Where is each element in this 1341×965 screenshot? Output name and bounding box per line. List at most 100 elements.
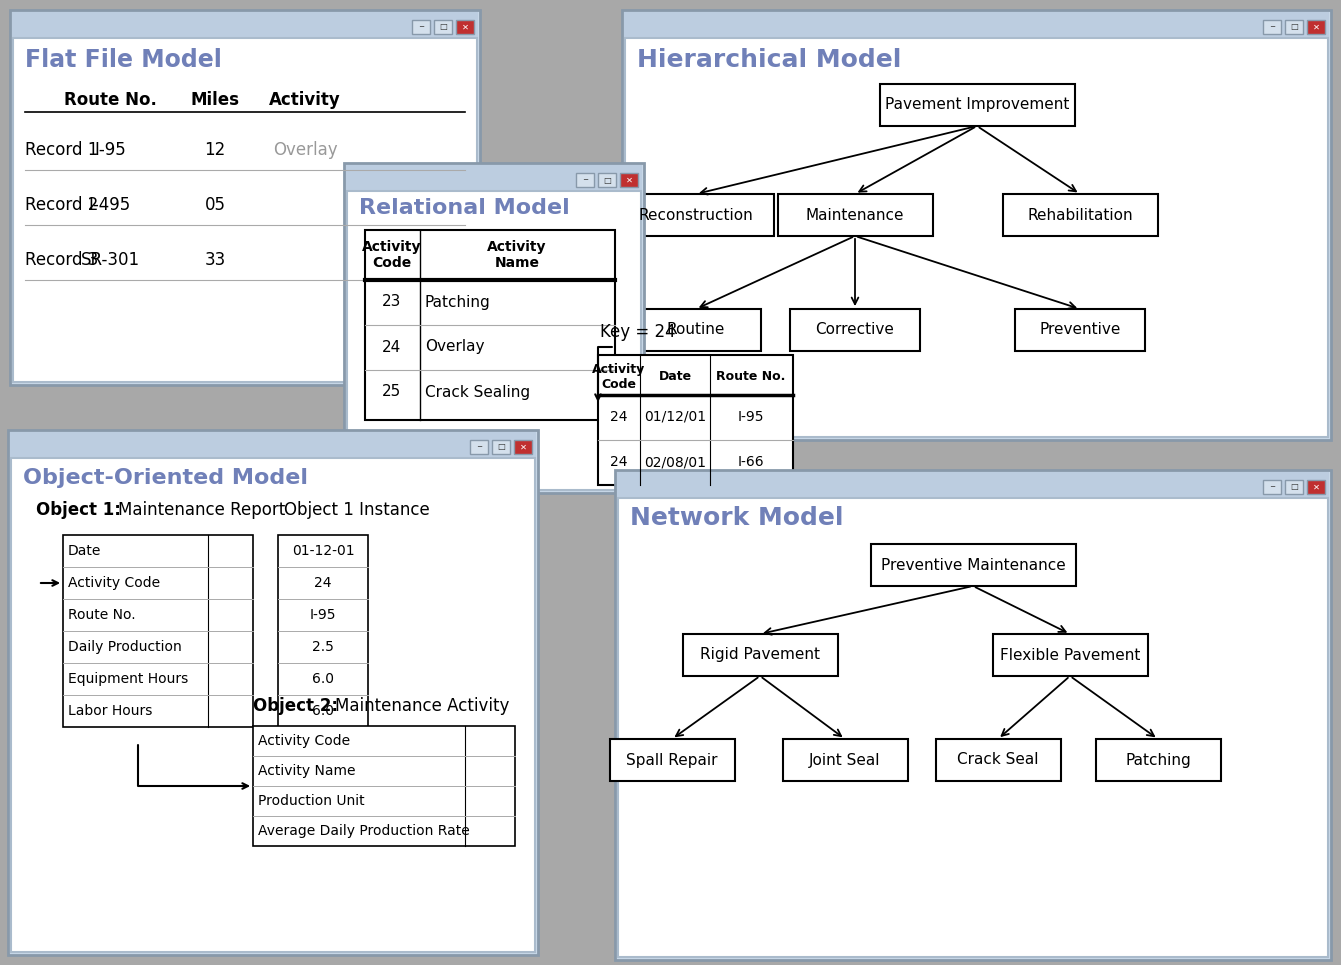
Text: Overlay: Overlay [272, 141, 338, 159]
Text: Spall Repair: Spall Repair [626, 753, 717, 767]
Text: I-495: I-495 [89, 196, 131, 214]
Text: Key = 24: Key = 24 [599, 323, 676, 341]
Text: Flat File Model: Flat File Model [25, 48, 221, 72]
Text: 6.0: 6.0 [312, 672, 334, 686]
Text: ✕: ✕ [625, 176, 633, 184]
Bar [12, 12, 477, 38]
Text: 01/12/01: 01/12/01 [644, 410, 707, 424]
Text: Date: Date [68, 544, 102, 558]
Text: 25: 25 [382, 384, 401, 400]
Text: Record 3: Record 3 [25, 251, 99, 269]
Bar [620, 194, 774, 236]
Text: 33: 33 [204, 251, 225, 269]
Text: Patching: Patching [425, 294, 491, 310]
Text: Record 2: Record 2 [25, 196, 99, 214]
Text: I-95: I-95 [310, 608, 337, 622]
Text: □: □ [439, 22, 447, 32]
FancyBboxPatch shape [616, 470, 1332, 960]
Bar [872, 544, 1075, 586]
Text: Flexible Pavement: Flexible Pavement [1000, 648, 1140, 663]
Text: Rigid Pavement: Rigid Pavement [700, 648, 819, 663]
Text: Hierarchical Model: Hierarchical Model [637, 48, 901, 72]
Bar [1096, 739, 1222, 781]
Text: ─: ─ [1270, 24, 1274, 30]
Text: Relational Model: Relational Model [359, 198, 570, 218]
Text: Object-Oriented Model: Object-Oriented Model [23, 468, 308, 488]
Bar [11, 458, 535, 952]
Text: Reconstruction: Reconstruction [638, 207, 754, 223]
Bar [598, 173, 616, 187]
Bar [625, 38, 1328, 437]
Text: Maintenance Report: Maintenance Report [118, 501, 286, 519]
Text: I-95: I-95 [738, 410, 764, 424]
Text: Activity
Code: Activity Code [593, 363, 645, 391]
Text: 24: 24 [314, 576, 331, 590]
Bar [456, 20, 473, 34]
Text: ─: ─ [1270, 484, 1274, 490]
Bar [610, 739, 735, 781]
Text: Activity: Activity [270, 91, 341, 109]
Text: Labor Hours: Labor Hours [68, 704, 153, 718]
Text: 12: 12 [204, 141, 225, 159]
Bar [598, 355, 793, 485]
Text: ✕: ✕ [519, 443, 527, 452]
Text: Preventive: Preventive [1039, 322, 1121, 338]
Text: Object 1 Instance: Object 1 Instance [284, 501, 429, 519]
FancyBboxPatch shape [8, 430, 538, 955]
Text: Preventive Maintenance: Preventive Maintenance [881, 558, 1065, 572]
Text: Route No.: Route No. [68, 608, 135, 622]
Text: □: □ [603, 176, 611, 184]
Bar [1015, 309, 1145, 351]
FancyBboxPatch shape [345, 163, 644, 493]
Text: 24: 24 [382, 340, 401, 354]
Text: Object 1:: Object 1: [36, 501, 121, 519]
Text: 01-12-01: 01-12-01 [292, 544, 354, 558]
Bar [1307, 480, 1325, 494]
Bar [992, 634, 1148, 676]
Text: Crack Sealing: Crack Sealing [425, 384, 530, 400]
Bar [880, 84, 1075, 126]
Bar [1307, 20, 1325, 34]
Bar [936, 739, 1061, 781]
Text: Object 2:: Object 2: [253, 697, 338, 715]
Text: 24: 24 [610, 410, 628, 424]
Bar [1263, 480, 1281, 494]
Text: Date: Date [658, 371, 692, 383]
Bar [683, 634, 838, 676]
Bar [9, 432, 536, 458]
Text: Route No.: Route No. [63, 91, 157, 109]
Bar [620, 173, 638, 187]
Text: ─: ─ [583, 177, 587, 183]
Text: Routine: Routine [666, 322, 725, 338]
Text: I-66: I-66 [738, 455, 764, 469]
Text: I-95: I-95 [94, 141, 126, 159]
Text: ✕: ✕ [1313, 22, 1320, 32]
Text: ─: ─ [418, 24, 424, 30]
Bar [469, 440, 488, 454]
Text: Equipment Hours: Equipment Hours [68, 672, 188, 686]
Bar [365, 230, 616, 420]
Text: □: □ [498, 443, 506, 452]
Text: Pavement Improvement: Pavement Improvement [885, 97, 1069, 113]
Text: Activity Name: Activity Name [257, 764, 355, 778]
Bar [618, 498, 1328, 957]
Text: SR-301: SR-301 [80, 251, 139, 269]
Text: Activity
Name: Activity Name [487, 240, 547, 270]
Bar [347, 191, 641, 490]
Bar [1003, 194, 1159, 236]
Text: Record 1: Record 1 [25, 141, 99, 159]
Text: 6.0: 6.0 [312, 704, 334, 718]
Text: Activity
Code: Activity Code [362, 240, 422, 270]
Text: Corrective: Corrective [815, 322, 894, 338]
Bar [632, 309, 760, 351]
Bar [278, 535, 367, 727]
FancyBboxPatch shape [622, 10, 1332, 440]
Text: Activity Code: Activity Code [257, 734, 350, 748]
Text: □: □ [1290, 22, 1298, 32]
Text: Patching: Patching [1125, 753, 1191, 767]
Text: Rehabilitation: Rehabilitation [1027, 207, 1133, 223]
Bar [577, 173, 594, 187]
Bar [346, 165, 642, 191]
Text: 24: 24 [610, 455, 628, 469]
Bar [1263, 20, 1281, 34]
